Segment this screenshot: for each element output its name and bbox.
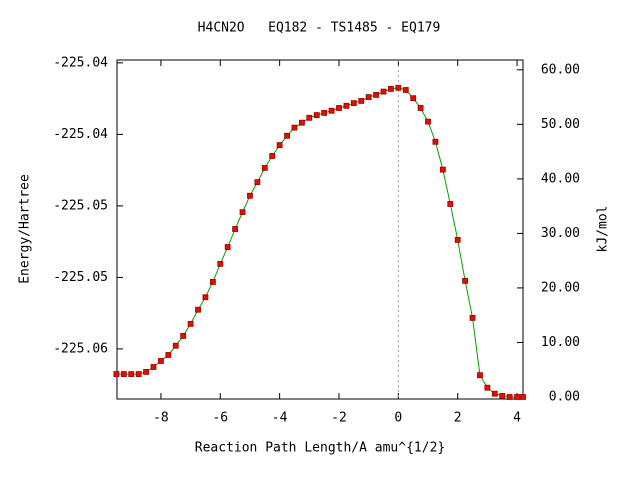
point-marker <box>373 91 379 98</box>
point-marker <box>195 306 201 313</box>
point-marker <box>491 390 498 397</box>
point-marker <box>150 364 157 370</box>
point-marker <box>209 279 216 285</box>
x-tick-label: -8 <box>153 411 169 426</box>
y-tick-label: -225.05 <box>53 270 108 285</box>
y2-axis-label: kJ/mol <box>596 206 611 253</box>
point-marker <box>380 88 387 95</box>
point-marker <box>477 372 483 379</box>
plot-border <box>116 59 524 400</box>
point-marker <box>232 226 239 232</box>
y-tick-label: -225.04 <box>53 55 108 70</box>
x-tick-label: 2 <box>454 411 462 426</box>
point-marker <box>402 87 409 93</box>
y-tick-label: -225.05 <box>53 198 108 213</box>
point-marker <box>128 371 135 377</box>
point-marker <box>254 179 261 186</box>
y2-tick-label: 30.00 <box>541 226 580 241</box>
y2-tick-label: 0.00 <box>549 389 580 404</box>
y2-tick-label: 20.00 <box>541 280 580 295</box>
x-tick-label: 4 <box>513 411 521 426</box>
point-marker <box>120 371 127 377</box>
series-line <box>116 87 523 398</box>
point-marker <box>217 261 224 267</box>
y-axis-label: Energy/Hartree <box>18 174 33 284</box>
point-marker <box>350 100 357 106</box>
x-tick-label: -2 <box>331 411 347 426</box>
y2-tick-label: 60.00 <box>541 62 580 77</box>
point-marker <box>158 358 164 364</box>
point-marker <box>298 119 305 126</box>
point-marker <box>284 132 290 139</box>
point-marker <box>224 244 231 250</box>
point-marker <box>439 166 446 173</box>
point-marker <box>447 201 454 207</box>
point-marker <box>388 85 394 92</box>
x-tick-label: -4 <box>272 411 288 426</box>
y2-tick-label: 50.00 <box>541 117 580 132</box>
point-marker <box>291 124 298 131</box>
y-tick-label: -225.06 <box>53 341 108 356</box>
point-marker <box>321 109 328 116</box>
point-marker <box>328 107 335 114</box>
point-marker <box>113 371 120 377</box>
point-marker <box>365 94 372 100</box>
point-marker <box>165 352 172 358</box>
point-marker <box>276 142 283 148</box>
point-marker <box>261 165 268 171</box>
point-marker <box>410 95 417 102</box>
y2-tick-label: 40.00 <box>541 171 580 186</box>
point-marker <box>425 118 431 125</box>
point-marker <box>313 112 320 118</box>
point-marker <box>514 394 520 400</box>
point-marker <box>506 394 513 400</box>
point-marker <box>343 102 350 109</box>
point-marker <box>306 114 313 121</box>
point-marker <box>202 294 209 301</box>
y-tick-label: -225.04 <box>53 127 108 142</box>
point-marker <box>247 192 253 199</box>
point-marker <box>336 105 342 111</box>
point-marker <box>469 315 476 321</box>
point-marker <box>484 384 491 391</box>
point-marker <box>454 237 461 243</box>
point-marker <box>520 394 526 400</box>
point-marker <box>172 342 179 349</box>
chart-title: H4CN2O EQ182 - TS1485 - EQ179 <box>198 21 441 36</box>
point-marker <box>462 277 469 284</box>
point-marker <box>180 333 187 339</box>
point-marker <box>499 392 506 399</box>
y2-tick-label: 10.00 <box>541 335 580 350</box>
x-tick-label: -6 <box>212 411 228 426</box>
point-marker <box>239 209 246 216</box>
point-marker <box>417 105 424 111</box>
point-marker <box>432 138 439 145</box>
point-marker <box>395 84 402 91</box>
point-marker <box>269 153 276 159</box>
point-marker <box>135 371 142 377</box>
point-marker <box>143 368 149 375</box>
point-marker <box>358 97 365 104</box>
x-tick-label: 0 <box>394 411 402 426</box>
point-marker <box>187 321 194 327</box>
x-axis-label: Reaction Path Length/A amu^{1/2} <box>195 441 445 456</box>
